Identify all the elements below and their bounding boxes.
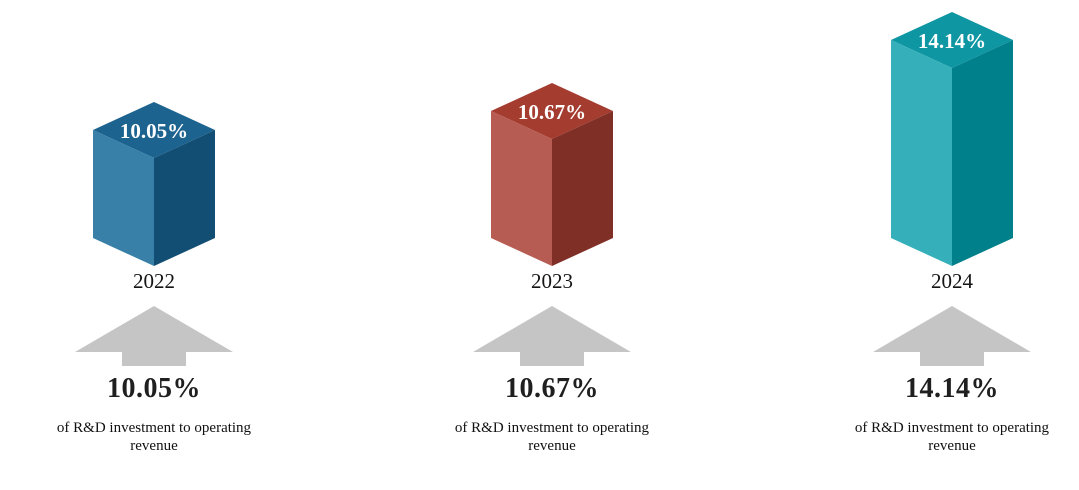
up-arrow-icon <box>873 306 1031 366</box>
column-group-2022: 10.05% 2022 10.05% of R&D investment to … <box>14 0 294 490</box>
bar-3d-2023: 10.67% <box>491 83 613 266</box>
caption-text: of R&D investment to operating revenue <box>854 420 1050 454</box>
bar-3d-2022: 10.05% <box>93 102 215 266</box>
year-label: 2023 <box>531 269 573 293</box>
up-arrow-icon <box>75 306 233 366</box>
bar-3d-2024: 14.14% <box>891 12 1013 266</box>
caption-text: of R&D investment to operating revenue <box>454 420 650 454</box>
percent-label: 10.05% <box>107 373 201 404</box>
year-label: 2024 <box>931 269 973 293</box>
column-group-2023: 10.67% 2023 10.67% of R&D investment to … <box>412 0 692 490</box>
bar-top-value-label: 10.05% <box>120 119 188 143</box>
percent-label: 10.67% <box>505 373 599 404</box>
percent-label: 14.14% <box>905 373 999 404</box>
bar-top-value-label: 10.67% <box>518 100 586 124</box>
column-group-2024: 14.14% 2024 14.14% of R&D investment to … <box>812 0 1079 490</box>
year-label: 2022 <box>133 269 175 293</box>
bar-top-value-label: 14.14% <box>918 29 986 53</box>
caption-text: of R&D investment to operating revenue <box>56 420 252 454</box>
up-arrow-icon <box>473 306 631 366</box>
